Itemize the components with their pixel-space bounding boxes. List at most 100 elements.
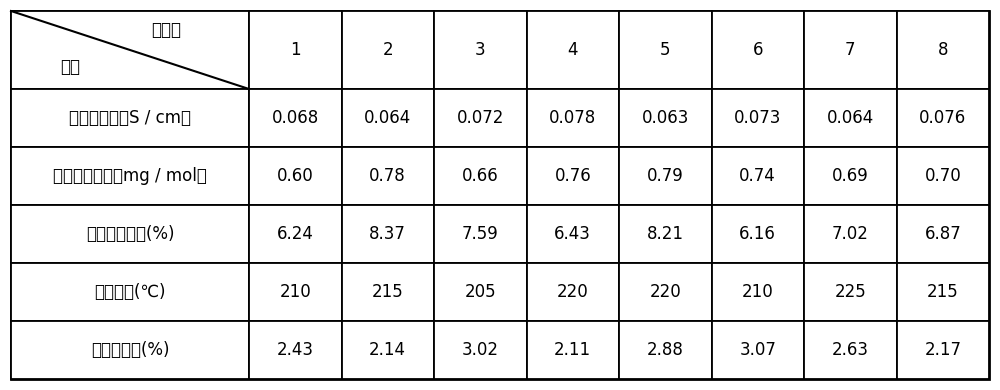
Bar [712, 321, 804, 379]
Bar [11, 11, 249, 89]
Bar [804, 147, 896, 205]
Text: 性能: 性能 [60, 58, 80, 76]
Text: 2.88: 2.88 [647, 341, 684, 359]
Bar [11, 89, 249, 147]
Text: 0.74: 0.74 [739, 167, 776, 185]
Bar [896, 11, 989, 89]
Text: 3: 3 [475, 41, 486, 59]
Bar [526, 89, 619, 147]
Bar [619, 89, 712, 147]
Text: 0.073: 0.073 [734, 109, 781, 127]
Text: 0.076: 0.076 [919, 109, 966, 127]
Bar [526, 263, 619, 321]
Text: 2: 2 [382, 41, 393, 59]
Text: 2.63: 2.63 [832, 341, 869, 359]
Text: 7.59: 7.59 [462, 225, 499, 243]
Text: 2.11: 2.11 [554, 341, 591, 359]
Bar [712, 205, 804, 263]
Text: 7: 7 [845, 41, 856, 59]
Bar [11, 147, 249, 205]
Bar [434, 147, 526, 205]
Text: 水解稳定性(%): 水解稳定性(%) [91, 341, 169, 359]
Bar [804, 11, 896, 89]
Text: 0.69: 0.69 [832, 167, 869, 185]
Bar [526, 147, 619, 205]
Bar [342, 89, 434, 147]
Text: 210: 210 [279, 283, 311, 301]
Text: 215: 215 [372, 283, 404, 301]
Text: 0.068: 0.068 [272, 109, 319, 127]
Text: 0.78: 0.78 [369, 167, 406, 185]
Text: 7.02: 7.02 [832, 225, 869, 243]
Bar [526, 11, 619, 89]
Text: 3.07: 3.07 [739, 341, 776, 359]
Bar [342, 11, 434, 89]
Bar [619, 147, 712, 205]
Text: 225: 225 [834, 283, 866, 301]
Text: 无水导电率（S / cm）: 无水导电率（S / cm） [69, 109, 191, 127]
Text: 2.17: 2.17 [924, 341, 961, 359]
Text: 0.79: 0.79 [647, 167, 684, 185]
Text: 0.064: 0.064 [364, 109, 411, 127]
Text: 离子交换容量（mg / mol）: 离子交换容量（mg / mol） [53, 167, 207, 185]
Text: 205: 205 [464, 283, 496, 301]
Bar [804, 321, 896, 379]
Text: 6.87: 6.87 [924, 225, 961, 243]
Text: 215: 215 [927, 283, 959, 301]
Bar [434, 263, 526, 321]
Bar [342, 263, 434, 321]
Bar [434, 11, 526, 89]
Bar [896, 89, 989, 147]
Bar [434, 321, 526, 379]
Text: 0.064: 0.064 [827, 109, 874, 127]
Text: 0.70: 0.70 [924, 167, 961, 185]
Bar [804, 89, 896, 147]
Bar [619, 321, 712, 379]
Text: 2.43: 2.43 [277, 341, 314, 359]
Text: 210: 210 [742, 283, 774, 301]
Text: 热稳定性(℃): 热稳定性(℃) [94, 283, 166, 301]
Bar [342, 321, 434, 379]
Bar [526, 205, 619, 263]
Text: 8.37: 8.37 [369, 225, 406, 243]
Bar [896, 205, 989, 263]
Text: 线性溶胀系数(%): 线性溶胀系数(%) [86, 225, 174, 243]
Bar [619, 205, 712, 263]
Text: 0.66: 0.66 [462, 167, 499, 185]
Text: 220: 220 [649, 283, 681, 301]
Bar [712, 11, 804, 89]
Text: 0.063: 0.063 [642, 109, 689, 127]
Text: 6.16: 6.16 [739, 225, 776, 243]
Text: 1: 1 [290, 41, 301, 59]
Text: 8.21: 8.21 [647, 225, 684, 243]
Bar [11, 205, 249, 263]
Bar [342, 205, 434, 263]
Text: 6.43: 6.43 [554, 225, 591, 243]
Bar [249, 89, 342, 147]
Text: 0.078: 0.078 [549, 109, 596, 127]
Bar [249, 321, 342, 379]
Text: 5: 5 [660, 41, 670, 59]
Bar [619, 263, 712, 321]
Bar [249, 263, 342, 321]
Bar [804, 205, 896, 263]
Text: 3.02: 3.02 [462, 341, 499, 359]
Bar [249, 147, 342, 205]
Bar [712, 147, 804, 205]
Bar [249, 205, 342, 263]
Bar [712, 263, 804, 321]
Text: 220: 220 [557, 283, 589, 301]
Text: 8: 8 [938, 41, 948, 59]
Bar [434, 89, 526, 147]
Text: 6: 6 [753, 41, 763, 59]
Bar [804, 263, 896, 321]
Bar [896, 263, 989, 321]
Text: 2.14: 2.14 [369, 341, 406, 359]
Bar [342, 147, 434, 205]
Text: 0.76: 0.76 [554, 167, 591, 185]
Bar [619, 11, 712, 89]
Bar [249, 11, 342, 89]
Text: 0.072: 0.072 [457, 109, 504, 127]
Bar [526, 321, 619, 379]
Bar [896, 321, 989, 379]
